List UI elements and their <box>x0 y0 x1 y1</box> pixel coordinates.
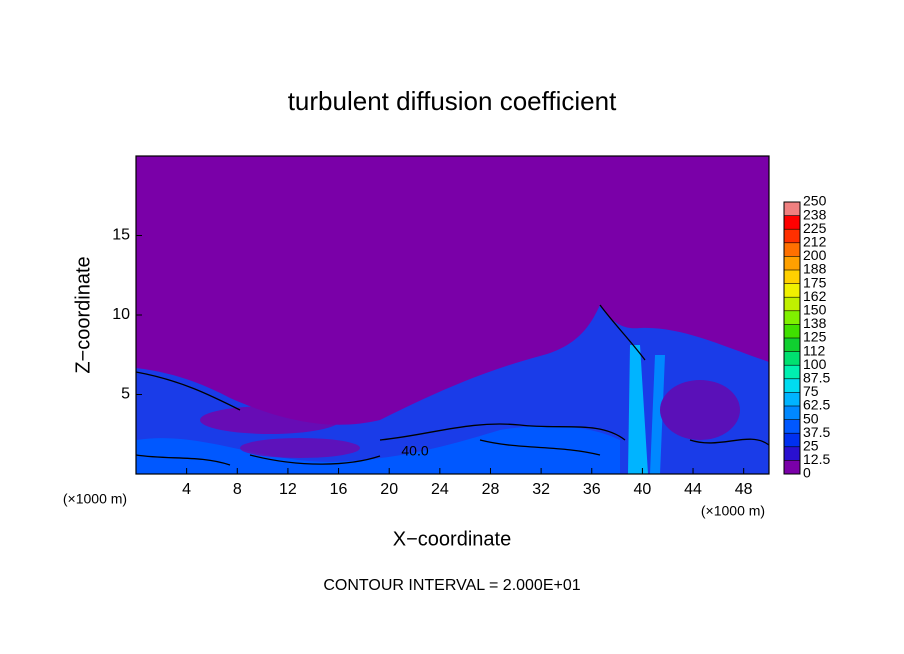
colorbar-tick-label: 87.5 <box>803 370 830 386</box>
x-tick-label: 16 <box>330 481 348 498</box>
colorbar-tick-label: 0 <box>803 465 811 481</box>
colorbar-tick-label: 250 <box>803 193 827 209</box>
colorbar-swatch <box>784 297 800 311</box>
colorbar-swatch <box>784 215 800 230</box>
annotation: CONTOUR INTERVAL = 2.000E+01 <box>323 577 580 594</box>
colorbar-tick-label: 188 <box>803 261 827 277</box>
colorbar-swatch <box>784 351 800 366</box>
y-tick-label: 15 <box>112 227 130 244</box>
colorbar-tick-label: 200 <box>803 247 827 263</box>
colorbar-swatch <box>784 310 800 325</box>
colorbar-tick-label: 62.5 <box>803 397 830 413</box>
field <box>135 155 770 475</box>
x-tick-label: 24 <box>431 481 449 498</box>
y-tick-label: 10 <box>112 306 130 323</box>
x-tick-label: 44 <box>684 481 702 498</box>
contour-label: 40.0 <box>401 443 428 459</box>
x-tick-label: 40 <box>634 481 652 498</box>
colorbar-swatch <box>784 392 800 406</box>
x-unit-label: (×1000 m) <box>63 491 127 507</box>
field-region <box>628 345 648 474</box>
colorbar-tick-label: 12.5 <box>803 451 830 467</box>
colorbar-swatch <box>784 378 800 393</box>
chart-title: turbulent diffusion coefficient <box>288 86 617 116</box>
colorbar-swatch <box>784 242 800 257</box>
colorbar-tick-label: 50 <box>803 410 819 426</box>
colorbar-swatch <box>784 365 800 379</box>
colorbar-tick-label: 125 <box>803 329 827 345</box>
colorbar-swatch <box>784 406 800 420</box>
colorbar-tick-label: 100 <box>803 356 827 372</box>
x-tick-label: 4 <box>182 481 191 498</box>
colorbar-tick-label: 225 <box>803 220 827 236</box>
x-unit-label: (×1000 m) <box>701 503 765 519</box>
colorbar-tick-label: 112 <box>803 342 826 358</box>
y-tick-label: 5 <box>121 386 130 403</box>
colorbar-swatch <box>784 338 800 352</box>
colorbar-swatch <box>784 446 800 461</box>
colorbar-tick-label: 175 <box>803 274 827 290</box>
field-region <box>240 438 360 458</box>
colorbar-tick-label: 212 <box>803 234 827 250</box>
colorbar-swatch <box>784 229 800 243</box>
field-region <box>136 425 620 474</box>
colorbar-tick-label: 150 <box>803 302 827 318</box>
x-tick-label: 20 <box>380 481 398 498</box>
colorbar-tick-label: 238 <box>803 206 827 222</box>
field-region <box>650 355 665 474</box>
y-axis-label: Z−coordinate <box>72 256 94 373</box>
x-tick-label: 48 <box>735 481 753 498</box>
colorbar-swatch <box>784 324 800 338</box>
colorbar-tick-label: 138 <box>803 315 827 331</box>
field-region <box>200 406 340 434</box>
colorbar-tick-label: 162 <box>803 288 827 304</box>
colorbar-tick-label: 25 <box>803 438 819 454</box>
colorbar-swatch <box>784 202 800 216</box>
x-tick-label: 36 <box>583 481 601 498</box>
x-tick-label: 28 <box>482 481 500 498</box>
colorbar-swatch <box>784 419 800 434</box>
field-region <box>660 380 740 440</box>
colorbar-swatch <box>784 460 800 474</box>
x-tick-label: 12 <box>279 481 297 498</box>
contour-line <box>135 304 770 466</box>
colorbar-swatch <box>784 433 800 447</box>
x-axis-label: X−coordinate <box>393 528 511 550</box>
colorbar-swatch <box>784 256 800 270</box>
colorbar-tick-label: 37.5 <box>803 424 830 440</box>
colorbar-tick-label: 75 <box>803 383 819 399</box>
x-tick-label: 32 <box>532 481 550 498</box>
colorbar-swatch <box>784 270 800 284</box>
x-tick-label: 8 <box>233 481 242 498</box>
colorbar-swatch <box>784 283 800 298</box>
